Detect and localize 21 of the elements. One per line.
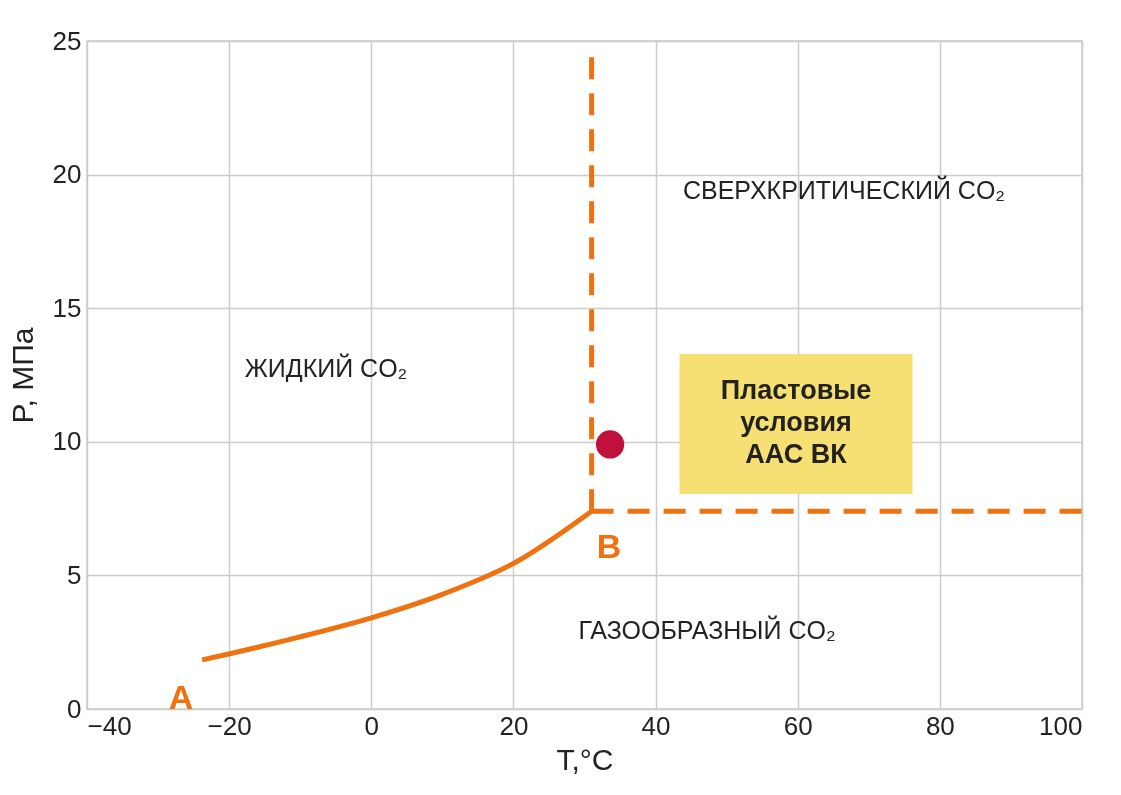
y-tick-label: 20 bbox=[52, 159, 82, 190]
annotation: Пластовые условия ААС ВК bbox=[720, 375, 872, 469]
y-tick-label: 15 bbox=[52, 292, 82, 323]
y-tick-label: 10 bbox=[52, 426, 82, 457]
x-tick-label: 60 bbox=[783, 710, 813, 741]
x-tick-label: 100 bbox=[1039, 710, 1083, 741]
annotation: ЖИДКИЙ CO₂ bbox=[244, 353, 408, 382]
x-tick-label: 20 bbox=[499, 710, 529, 741]
y-axis-title: P, МПа bbox=[5, 327, 39, 424]
x-tick-label: 0 bbox=[364, 710, 380, 741]
annotation: A bbox=[168, 678, 194, 716]
x-tick-label: −40 bbox=[87, 710, 132, 741]
x-tick-label: −20 bbox=[207, 710, 252, 741]
x-tick-label: 40 bbox=[641, 710, 671, 741]
y-tick-label: 25 bbox=[52, 25, 82, 56]
x-axis-title: T,°C bbox=[556, 742, 614, 776]
y-tick-label: 5 bbox=[67, 559, 82, 590]
annotation: СВЕРХКРИТИЧЕСКИЙ CO₂ bbox=[682, 175, 1006, 204]
x-tick-label: 80 bbox=[925, 710, 955, 741]
annotation: B bbox=[596, 527, 622, 565]
annotation: ГАЗООБРАЗНЫЙ CO₂ bbox=[578, 615, 836, 644]
